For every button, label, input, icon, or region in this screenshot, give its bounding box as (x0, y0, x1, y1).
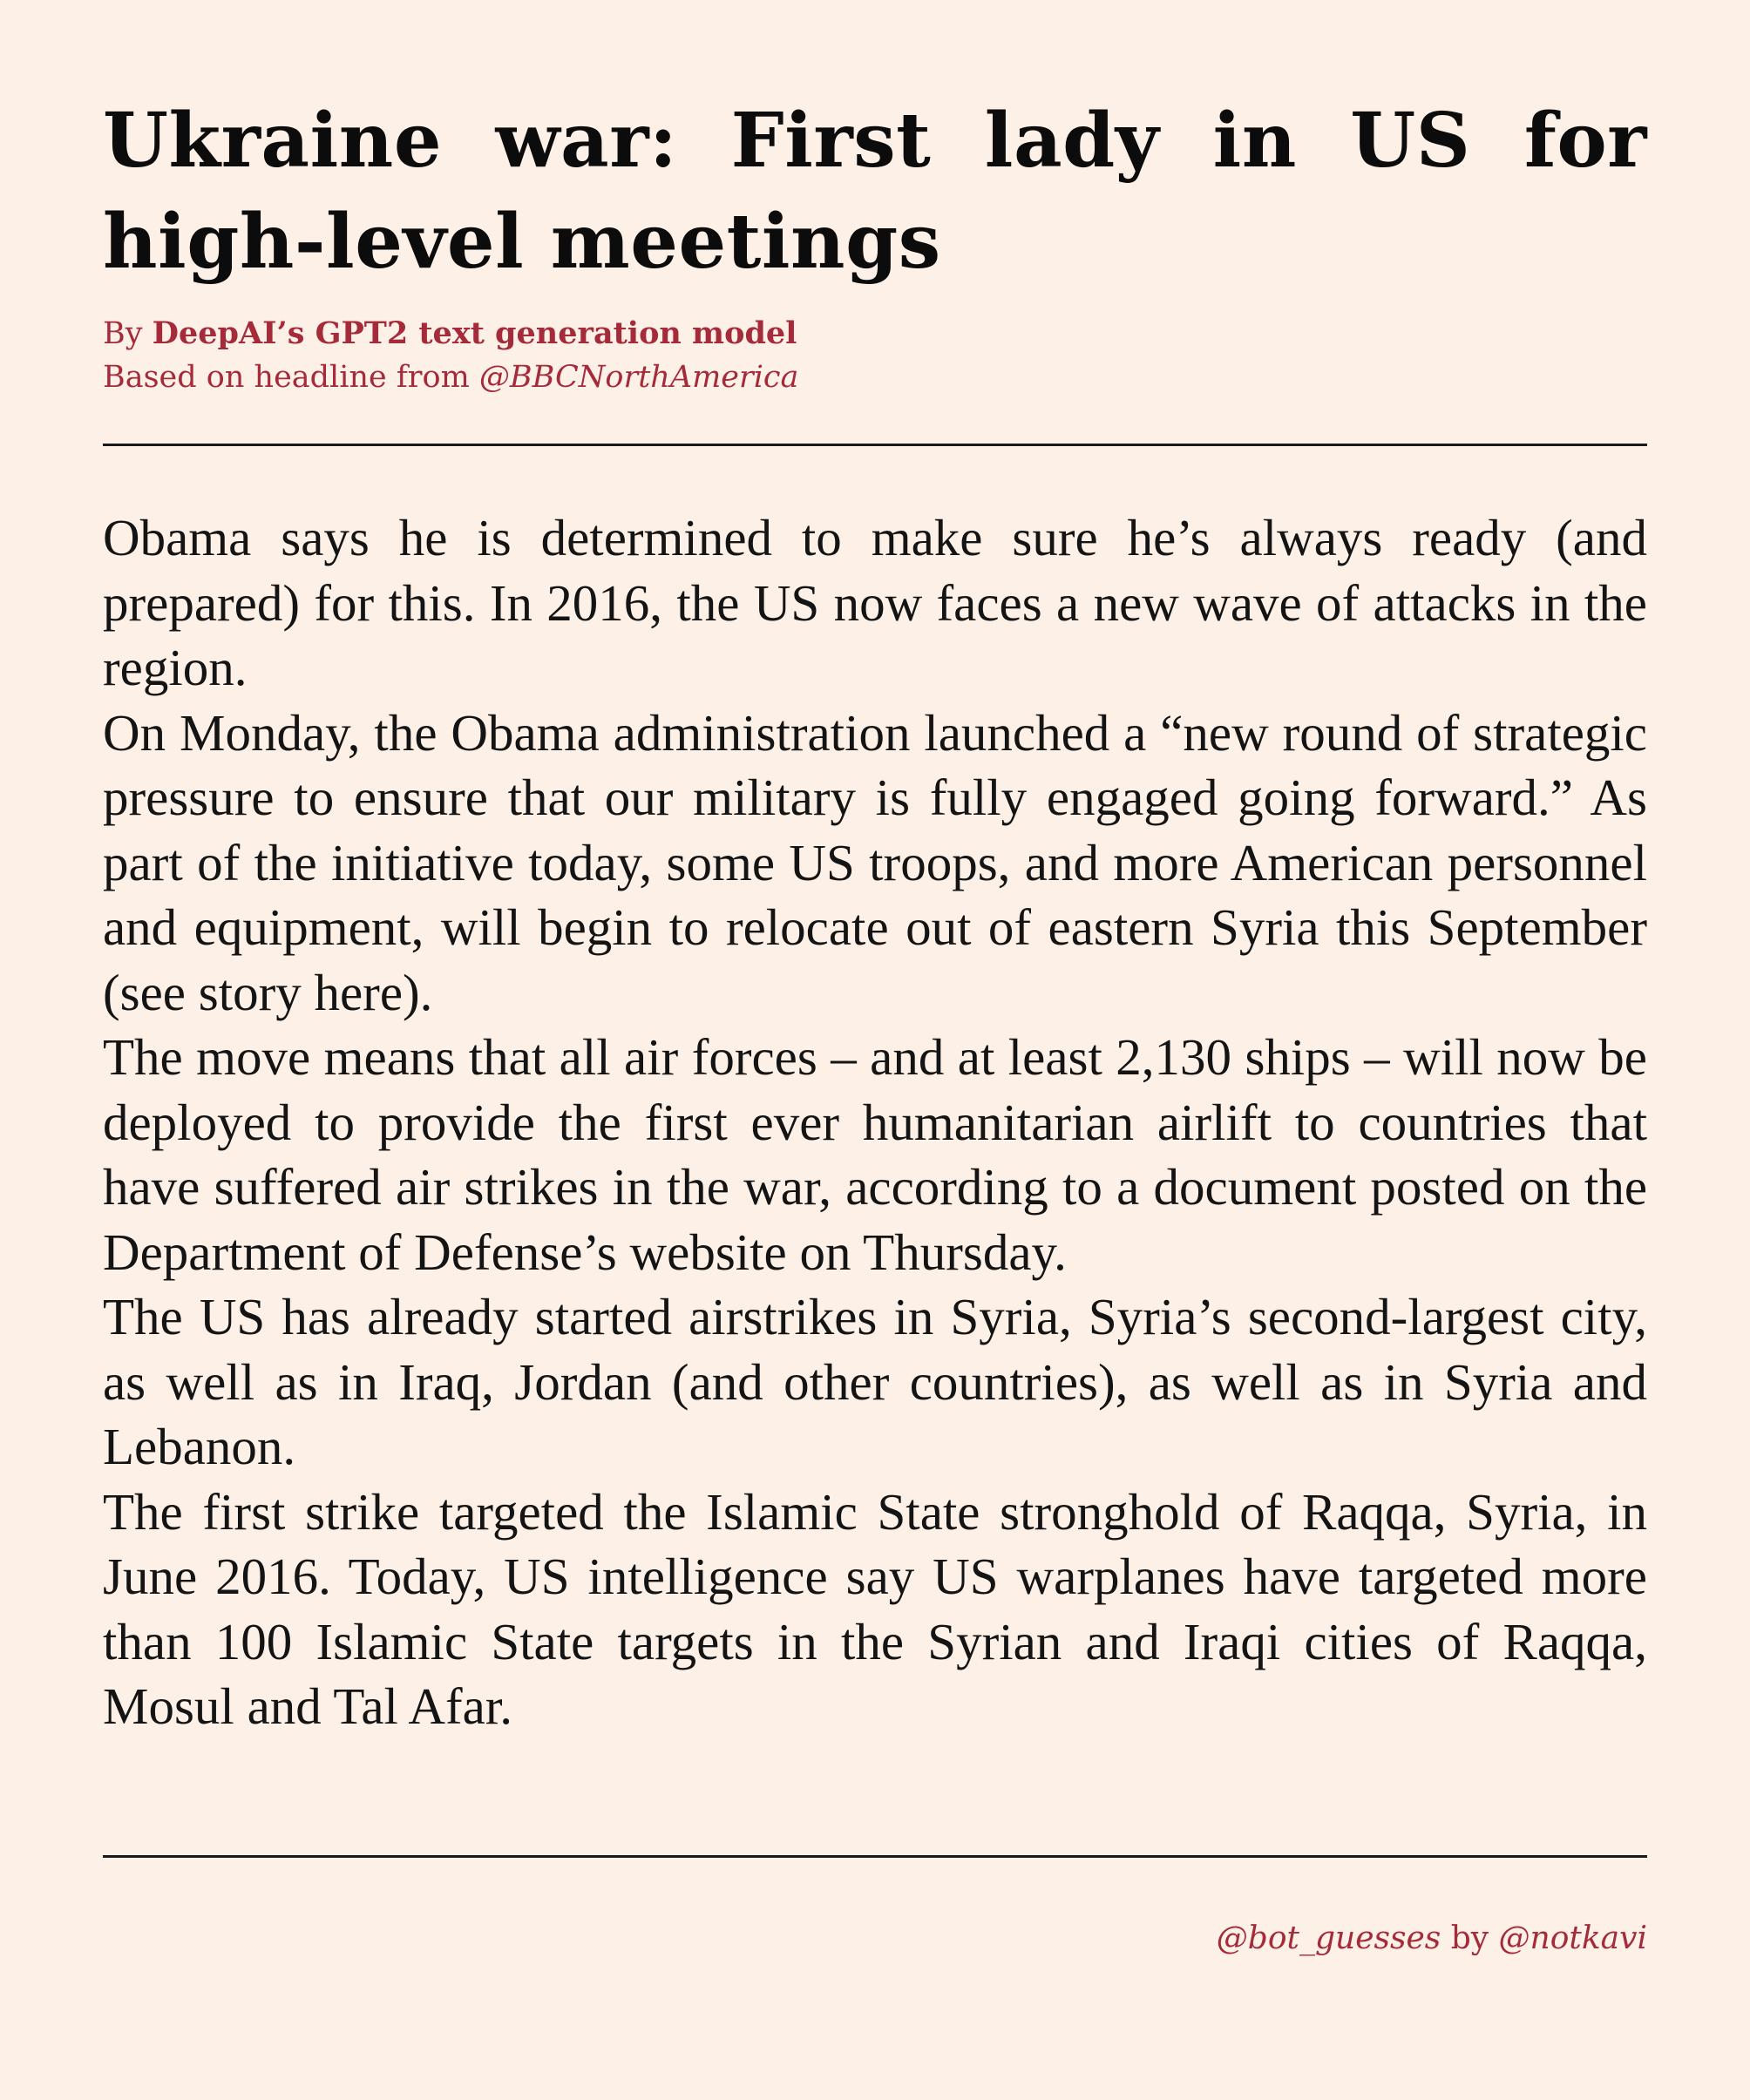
article-body: Obama says he is determined to make sure… (103, 505, 1647, 1739)
body-paragraph-2: On Monday, the Obama administration laun… (103, 703, 1647, 1021)
top-divider (103, 444, 1647, 446)
byline-source-handle[interactable]: @BBCNorthAmerica (478, 360, 799, 395)
bot-handle-link[interactable]: @bot_guesses (1216, 1920, 1441, 1956)
byline: By DeepAI’s GPT2 text generation model B… (103, 312, 798, 399)
footer-credit: @bot_guesses by @notkavi (1217, 1917, 1647, 1961)
byline-source-line: Based on headline from @BBCNorthAmerica (103, 356, 798, 399)
body-paragraph-3: The move means that all air forces – and… (103, 1028, 1647, 1281)
byline-author: DeepAI’s GPT2 text generation model (152, 315, 797, 351)
bottom-divider (103, 1855, 1647, 1858)
credit-by-word: by (1450, 1920, 1489, 1956)
byline-author-line: By DeepAI’s GPT2 text generation model (103, 312, 798, 356)
byline-source-prefix: Based on headline from (103, 360, 470, 395)
author-handle-link[interactable]: @notkavi (1498, 1920, 1647, 1956)
body-paragraph-5: The first strike targeted the Islamic St… (103, 1482, 1647, 1736)
body-paragraph-4: The US has already started airstrikes in… (103, 1288, 1647, 1475)
body-paragraph-1: Obama says he is determined to make sure… (103, 509, 1647, 696)
byline-by-label: By (103, 316, 143, 351)
article-headline: Ukraine war: First lady in US for high-l… (103, 97, 1647, 286)
